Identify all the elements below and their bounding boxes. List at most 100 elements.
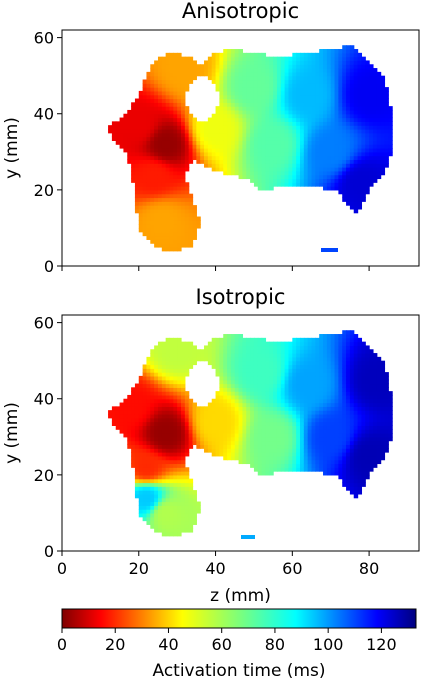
activation-cell xyxy=(357,178,363,183)
activation-cell xyxy=(376,125,382,130)
activation-cell xyxy=(346,486,351,491)
activation-cell xyxy=(134,98,140,103)
activation-cell xyxy=(227,421,232,426)
activation-cell xyxy=(261,341,267,347)
activation-cell xyxy=(234,117,240,122)
activation-cell xyxy=(353,421,359,426)
activation-cell xyxy=(223,360,228,366)
activation-cell xyxy=(273,87,278,92)
activation-cell xyxy=(330,151,336,157)
activation-cell xyxy=(207,417,213,423)
activation-cell xyxy=(376,436,382,442)
activation-cell xyxy=(292,379,297,385)
activation-cell xyxy=(127,117,132,122)
activation-cell xyxy=(296,356,301,362)
activation-cell xyxy=(265,391,270,396)
activation-cell xyxy=(150,406,155,411)
activation-cell xyxy=(142,182,148,187)
activation-cell xyxy=(288,463,293,468)
activation-cell xyxy=(296,136,301,141)
activation-cell xyxy=(307,383,313,388)
activation-cell xyxy=(181,379,186,385)
activation-cell xyxy=(261,459,267,465)
activation-cell xyxy=(142,163,148,168)
activation-cell xyxy=(357,64,363,69)
activation-cell xyxy=(369,353,374,358)
activation-cell xyxy=(142,383,148,388)
activation-cell xyxy=(307,64,313,69)
activation-cell xyxy=(157,455,163,461)
activation-cell xyxy=(380,106,386,111)
activation-cell xyxy=(188,56,194,62)
activation-cell xyxy=(188,524,194,529)
activation-cell xyxy=(250,128,255,134)
activation-cell xyxy=(157,178,163,183)
activation-cell xyxy=(242,98,247,103)
activation-cell xyxy=(357,60,363,65)
activation-cell xyxy=(150,186,155,191)
activation-cell xyxy=(296,452,301,457)
activation-cell xyxy=(131,140,136,145)
activation-cell xyxy=(261,121,267,126)
activation-cell xyxy=(219,433,224,438)
activation-cell xyxy=(353,98,359,103)
activation-cell xyxy=(150,436,155,442)
activation-cell xyxy=(319,60,324,65)
activation-cell xyxy=(173,433,178,438)
activation-cell xyxy=(346,474,351,480)
activation-cell xyxy=(338,467,343,472)
activation-cell xyxy=(173,197,178,202)
activation-cell xyxy=(196,224,201,229)
activation-cell xyxy=(265,71,270,77)
activation-cell xyxy=(246,364,251,369)
activation-cell xyxy=(188,79,194,84)
activation-cell xyxy=(334,125,339,130)
activation-cell xyxy=(265,136,270,141)
activation-cell xyxy=(376,421,382,426)
activation-cell xyxy=(184,113,190,119)
activation-cell xyxy=(326,128,332,134)
activation-cell xyxy=(357,148,363,153)
activation-cell xyxy=(250,429,255,434)
activation-cell xyxy=(146,478,151,484)
activation-cell xyxy=(276,452,282,457)
activation-cell xyxy=(134,448,140,453)
activation-cell xyxy=(380,136,386,141)
activation-cell xyxy=(127,429,132,434)
activation-cell xyxy=(211,167,217,172)
activation-cell xyxy=(315,140,320,145)
activation-cell xyxy=(326,345,332,350)
activation-cell xyxy=(242,117,247,122)
activation-cell xyxy=(357,429,363,434)
activation-cell xyxy=(342,425,347,430)
activation-cell xyxy=(188,201,194,206)
activation-cell xyxy=(246,125,251,130)
activation-cell xyxy=(200,132,205,138)
activation-cell xyxy=(276,455,282,461)
activation-cell xyxy=(361,155,366,161)
activation-cell xyxy=(300,417,305,423)
activation-cell xyxy=(234,106,240,111)
activation-cell xyxy=(219,425,224,430)
activation-cell xyxy=(357,75,363,81)
activation-cell xyxy=(388,121,393,126)
activation-cell xyxy=(269,459,274,465)
activation-cell xyxy=(246,436,251,442)
activation-cell xyxy=(161,528,167,533)
activation-cell xyxy=(296,448,301,453)
activation-cell xyxy=(357,167,363,172)
activation-cell xyxy=(334,360,339,366)
activation-cell xyxy=(273,417,278,423)
activation-cell xyxy=(326,334,332,339)
activation-cell xyxy=(142,379,148,385)
activation-cell xyxy=(346,109,351,115)
activation-cell xyxy=(165,98,171,103)
activation-cell xyxy=(165,113,171,119)
activation-cell xyxy=(372,90,378,96)
activation-cell xyxy=(361,394,366,400)
activation-cell xyxy=(157,368,163,373)
activation-cell xyxy=(288,394,293,400)
activation-cell xyxy=(357,474,363,480)
activation-cell xyxy=(230,121,236,126)
activation-cell xyxy=(127,159,132,164)
